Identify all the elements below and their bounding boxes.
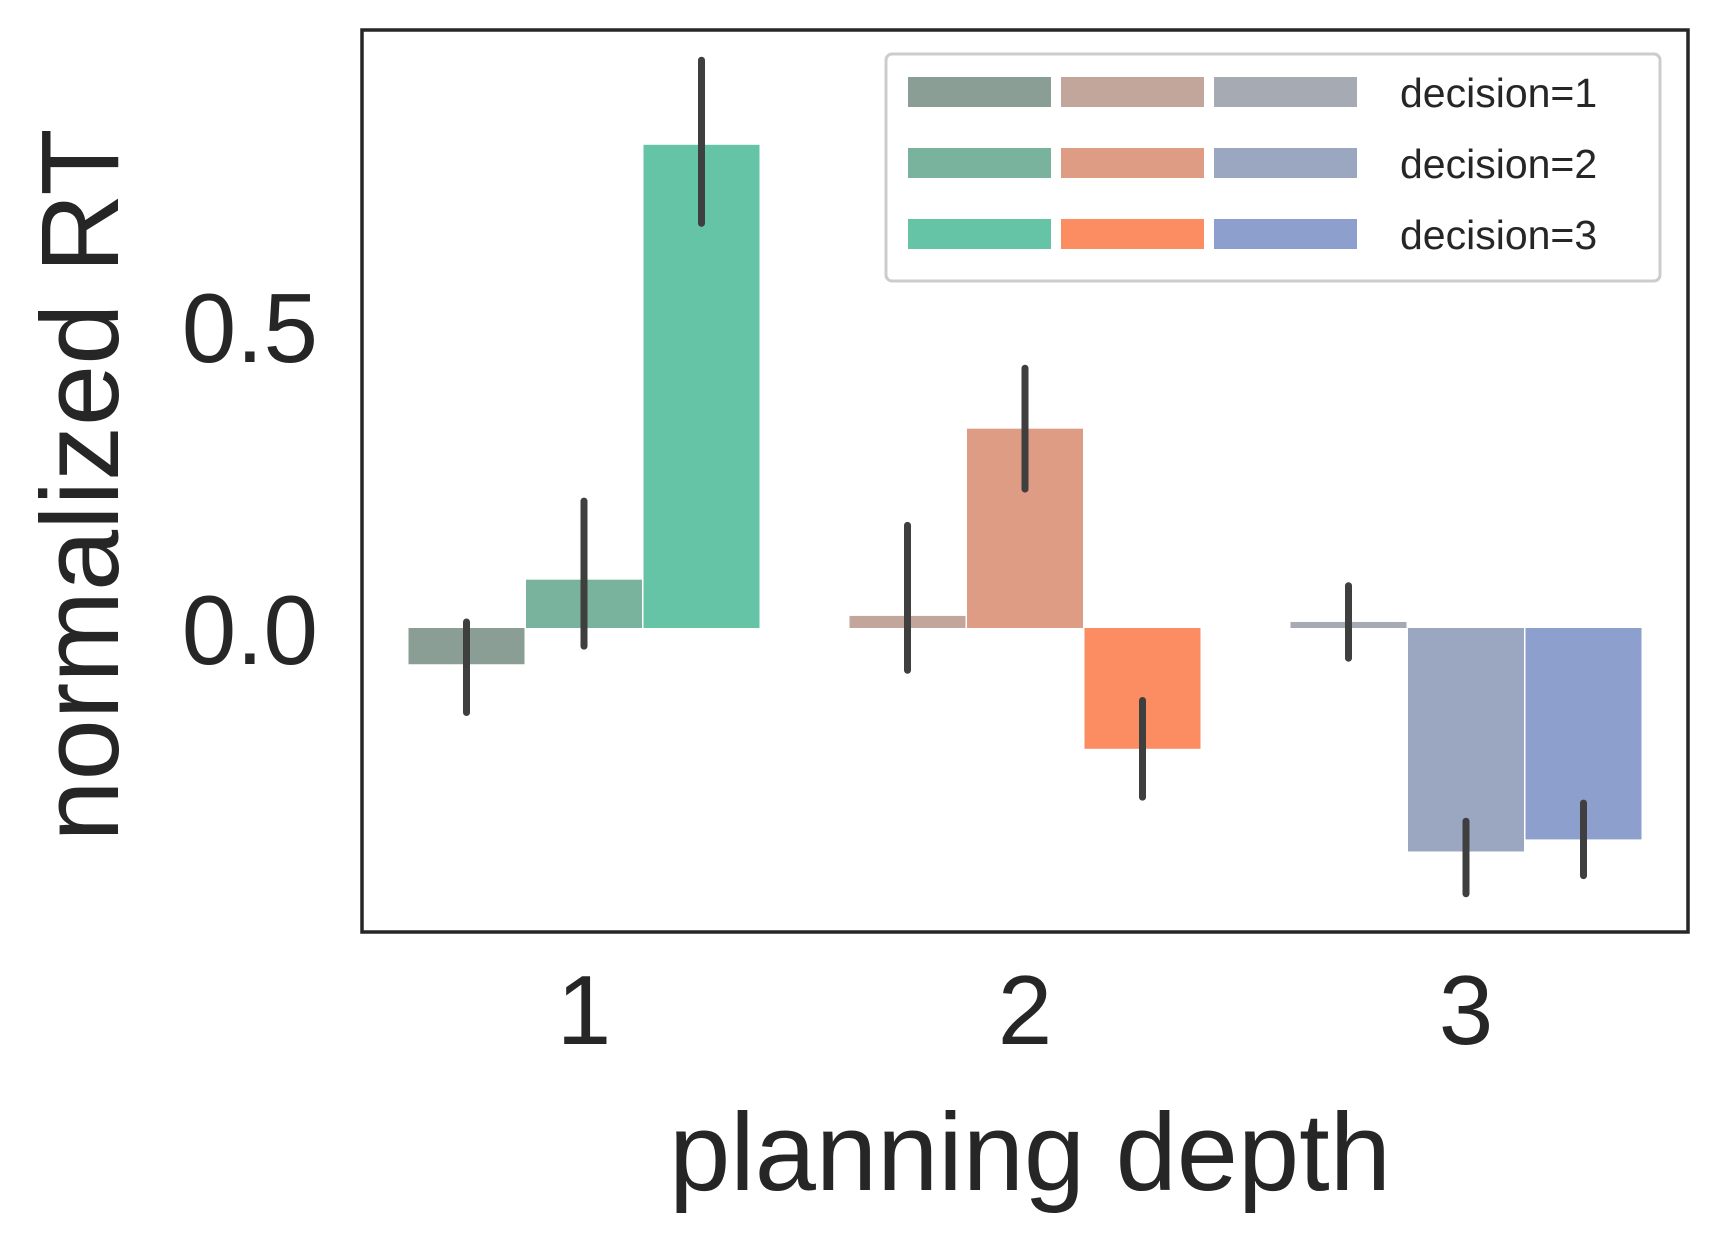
- legend-label: decision=1: [1400, 70, 1597, 116]
- y-axis-label: normalized RT: [19, 128, 142, 841]
- legend-label: decision=3: [1400, 212, 1597, 258]
- legend-swatch: [908, 148, 1051, 178]
- x-tick-label: 2: [998, 955, 1053, 1065]
- y-tick-labels: 0.0 0.5: [182, 273, 318, 685]
- y-tick-label: 0.0: [182, 575, 318, 685]
- x-tick-label: 1: [557, 955, 612, 1065]
- legend-swatch: [1061, 219, 1204, 249]
- legend-swatch: [1214, 148, 1357, 178]
- legend-swatch: [1214, 219, 1357, 249]
- error-bars-group: [463, 56, 1587, 898]
- legend-label: decision=2: [1400, 141, 1597, 187]
- x-tick-labels: 1 2 3: [557, 955, 1494, 1065]
- legend-swatch: [1214, 77, 1357, 107]
- y-tick-label: 0.5: [182, 273, 318, 383]
- legend-swatch: [1061, 148, 1204, 178]
- bar-d2-depth3: [1408, 628, 1524, 852]
- x-tick-label: 3: [1439, 955, 1494, 1065]
- plot-frame: [360, 28, 1690, 934]
- legend-swatch: [908, 219, 1051, 249]
- legend-swatch: [908, 77, 1051, 107]
- x-axis-label: planning depth: [669, 1091, 1391, 1214]
- legend-swatch: [1061, 77, 1204, 107]
- legend: decision=1 decision=2 decision=3: [884, 52, 1662, 283]
